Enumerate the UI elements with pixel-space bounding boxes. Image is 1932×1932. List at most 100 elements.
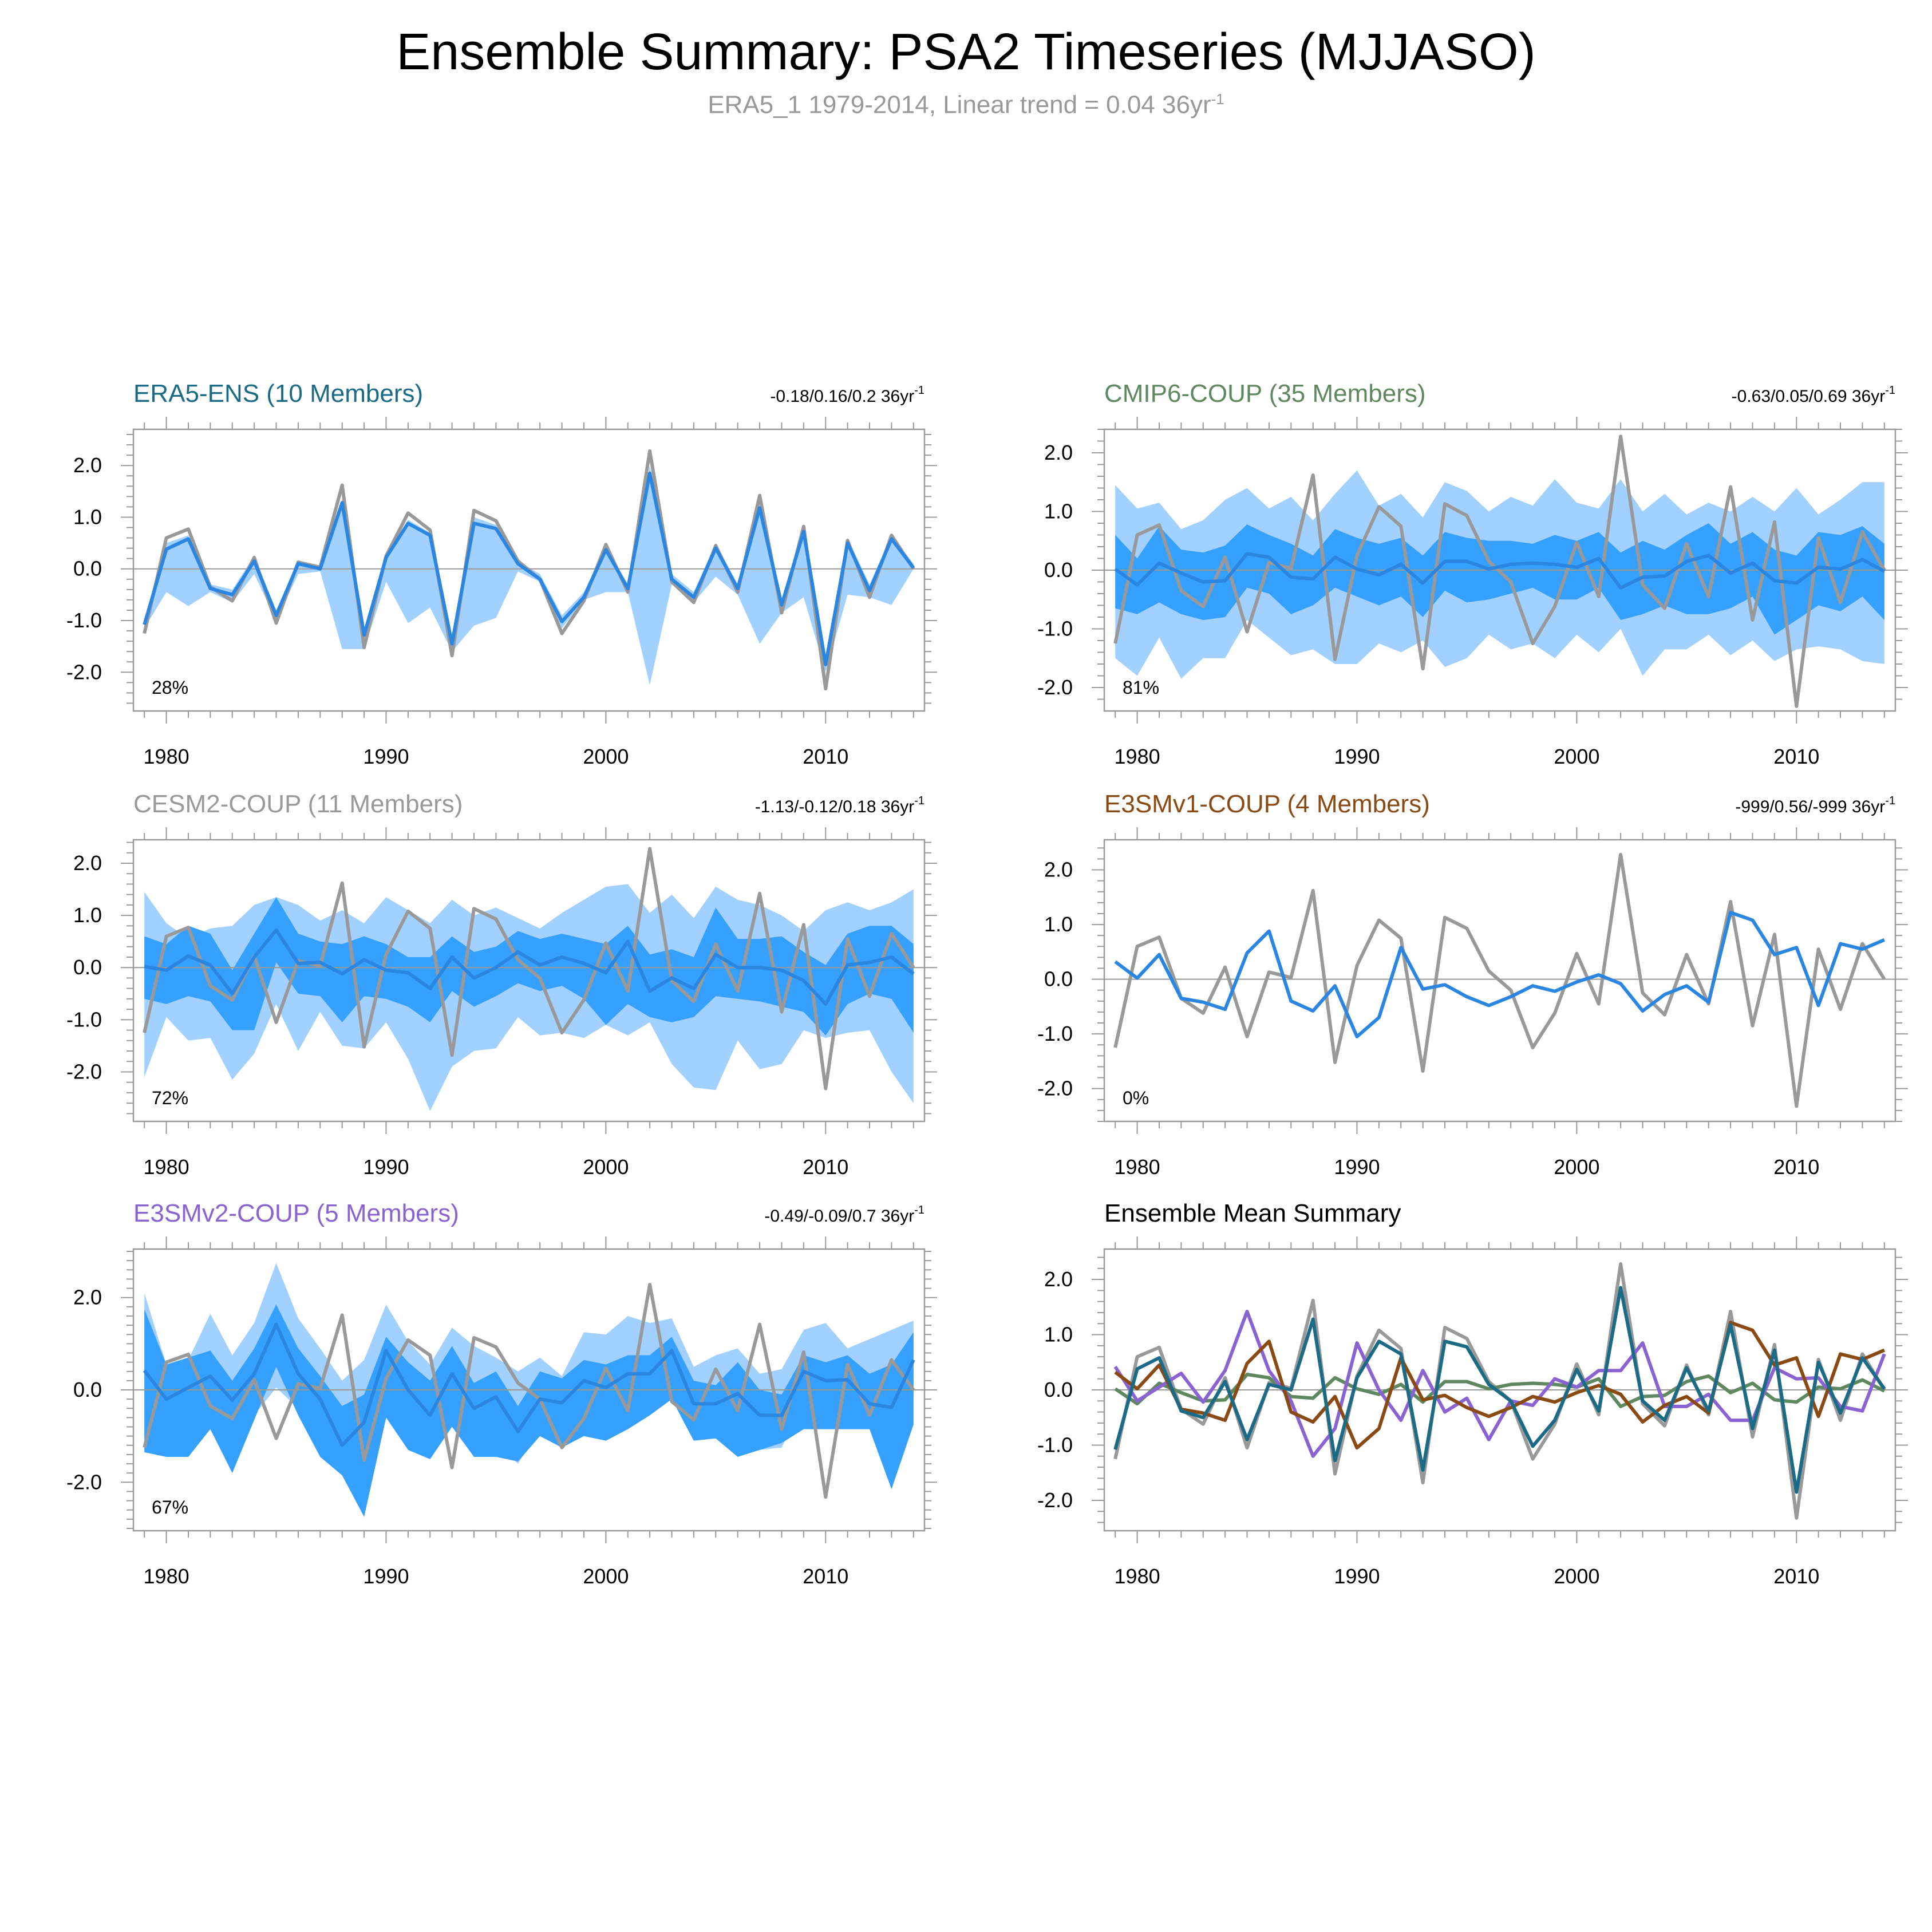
y-tick-label: 2.0 bbox=[73, 1286, 102, 1309]
figure-subtitle: ERA5_1 1979-2014, Linear trend = 0.04 36… bbox=[0, 90, 1932, 120]
panel-era5-ens: ERA5-ENS (10 Members) -0.18/0.16/0.2 36yr… bbox=[66, 380, 937, 768]
y-tick-label: -1.0 bbox=[1037, 617, 1073, 641]
x-tick-label: 2000 bbox=[583, 1564, 629, 1588]
x-tick-label: 1990 bbox=[1334, 1155, 1380, 1179]
y-tick-label: 0.0 bbox=[73, 1378, 102, 1401]
y-tick-label: 2.0 bbox=[1044, 858, 1073, 882]
x-tick-label: 1990 bbox=[1334, 1564, 1380, 1588]
series-line-era5-ens bbox=[1113, 1286, 1886, 1494]
observed-line bbox=[1113, 852, 1886, 1108]
trend-superscript: -1 bbox=[914, 384, 924, 397]
y-tick-label: -2.0 bbox=[66, 1470, 102, 1494]
panel-title: CMIP6-COUP (35 Members) bbox=[1104, 380, 1426, 408]
series-line-e3smv1-coup bbox=[1114, 1321, 1885, 1450]
x-tick-label: 2000 bbox=[1554, 1155, 1599, 1179]
observed-line bbox=[1113, 434, 1886, 708]
x-tick-label: 1980 bbox=[1115, 1564, 1160, 1588]
ensemble-mean-line bbox=[143, 1322, 915, 1447]
trend-label: -0.49/-0.09/0.7 36yr-1 bbox=[764, 1204, 924, 1226]
x-tick-label: 2000 bbox=[583, 1155, 629, 1179]
y-tick-label: -1.0 bbox=[66, 609, 102, 632]
panel-cmip6-coup: CMIP6-COUP (35 Members) -0.63/0.05/0.69 3… bbox=[1037, 380, 1908, 768]
subtitle-text: ERA5_1 1979-2014, Linear trend = 0.04 36… bbox=[708, 90, 1211, 119]
panel-title: ERA5-ENS (10 Members) bbox=[133, 380, 423, 408]
trend-label: -1.13/-0.12/0.18 36yr-1 bbox=[755, 795, 924, 816]
trend-text: -0.49/-0.09/0.7 36yr bbox=[764, 1207, 914, 1226]
series-line-e3smv2-coup bbox=[1113, 1310, 1886, 1458]
y-tick-label: 1.0 bbox=[73, 903, 102, 927]
percent-label: 28% bbox=[152, 677, 188, 698]
panel-cesm2-coup: CESM2-COUP (11 Members) -1.13/-0.12/0.18 … bbox=[66, 790, 937, 1179]
x-tick-label: 2010 bbox=[803, 745, 848, 768]
y-tick-label: -2.0 bbox=[1037, 675, 1073, 699]
figure-title: Ensemble Summary: PSA2 Timeseries (MJJAS… bbox=[396, 23, 1536, 81]
y-tick-label: 1.0 bbox=[1044, 500, 1073, 523]
trend-text: -0.18/0.16/0.2 36yr bbox=[770, 387, 914, 406]
x-tick-label: 2010 bbox=[803, 1564, 848, 1588]
y-tick-label: 0.0 bbox=[1044, 967, 1073, 991]
spread-band-inner bbox=[144, 897, 914, 1036]
y-tick-label: 2.0 bbox=[1044, 1267, 1073, 1291]
panel-e3smv2-coup: E3SMv2-COUP (5 Members) -0.49/-0.09/0.7 3… bbox=[66, 1199, 937, 1588]
y-tick-label: 1.0 bbox=[73, 505, 102, 528]
y-tick-label: 2.0 bbox=[73, 453, 102, 477]
x-tick-label: 1980 bbox=[144, 1155, 189, 1179]
panel-title: E3SMv2-COUP (5 Members) bbox=[133, 1199, 459, 1227]
plot-frame bbox=[132, 428, 926, 712]
trend-superscript: -1 bbox=[1885, 795, 1895, 807]
x-tick-label: 1990 bbox=[363, 745, 409, 768]
trend-text: -1.13/-0.12/0.18 36yr bbox=[755, 797, 915, 816]
x-tick-label: 2010 bbox=[1773, 1564, 1819, 1588]
x-tick-label: 1980 bbox=[1115, 1155, 1160, 1179]
panel-title: Ensemble Mean Summary bbox=[1104, 1199, 1401, 1227]
y-tick-label: 1.0 bbox=[1044, 912, 1073, 936]
panel-title: CESM2-COUP (11 Members) bbox=[133, 790, 463, 818]
y-tick-label: -1.0 bbox=[66, 1008, 102, 1031]
plot-frame bbox=[132, 839, 926, 1123]
y-tick-label: 1.0 bbox=[1044, 1323, 1073, 1346]
y-tick-label: -2.0 bbox=[66, 1060, 102, 1083]
x-tick-label: 2010 bbox=[803, 1155, 848, 1179]
y-tick-label: -2.0 bbox=[1037, 1077, 1073, 1100]
x-tick-label: 2000 bbox=[1554, 745, 1599, 768]
percent-label: 81% bbox=[1123, 677, 1159, 698]
y-tick-label: 0.0 bbox=[73, 557, 102, 580]
spread-band-inner bbox=[1115, 523, 1884, 635]
y-tick-label: -1.0 bbox=[1037, 1433, 1073, 1456]
x-tick-label: 1990 bbox=[1334, 745, 1380, 768]
ensemble-mean-line bbox=[144, 928, 915, 1006]
observed-line bbox=[143, 1283, 915, 1499]
x-tick-label: 1980 bbox=[1115, 745, 1160, 768]
trend-superscript: -1 bbox=[1885, 384, 1895, 397]
x-tick-label: 2010 bbox=[1773, 745, 1819, 768]
x-tick-label: 2000 bbox=[583, 745, 629, 768]
trend-text: -999/0.56/-999 36yr bbox=[1735, 797, 1885, 816]
ensemble-mean-line bbox=[1114, 911, 1885, 1038]
x-tick-label: 2000 bbox=[1554, 1564, 1599, 1588]
spread-band-inner bbox=[144, 1304, 914, 1517]
panel-title: E3SMv1-COUP (4 Members) bbox=[1104, 790, 1430, 818]
plot-frame bbox=[1103, 839, 1897, 1123]
y-tick-label: 0.0 bbox=[1044, 558, 1073, 582]
trend-superscript: -1 bbox=[914, 795, 924, 807]
x-tick-label: 1980 bbox=[144, 1564, 189, 1588]
y-tick-label: 2.0 bbox=[1044, 441, 1073, 464]
y-tick-label: -2.0 bbox=[1037, 1488, 1073, 1512]
series-line-cmip6-coup bbox=[1114, 1373, 1886, 1408]
trend-label: -0.63/0.05/0.69 36yr-1 bbox=[1732, 384, 1895, 406]
percent-label: 0% bbox=[1123, 1088, 1149, 1108]
y-tick-label: 0.0 bbox=[73, 955, 102, 979]
trend-label: -0.18/0.16/0.2 36yr-1 bbox=[770, 384, 924, 406]
y-tick-label: 0.0 bbox=[1044, 1378, 1073, 1401]
trend-label: -999/0.56/-999 36yr-1 bbox=[1735, 795, 1895, 816]
panel-e3smv1-coup: E3SMv1-COUP (4 Members) -999/0.56/-999 36… bbox=[1037, 790, 1908, 1179]
percent-label: 67% bbox=[152, 1497, 188, 1518]
x-tick-label: 1980 bbox=[144, 745, 189, 768]
subtitle-superscript: -1 bbox=[1211, 90, 1224, 108]
observed-line bbox=[143, 847, 915, 1091]
y-tick-label: 2.0 bbox=[73, 851, 102, 875]
ensemble-mean-line bbox=[1114, 552, 1886, 590]
x-tick-label: 1990 bbox=[363, 1155, 409, 1179]
